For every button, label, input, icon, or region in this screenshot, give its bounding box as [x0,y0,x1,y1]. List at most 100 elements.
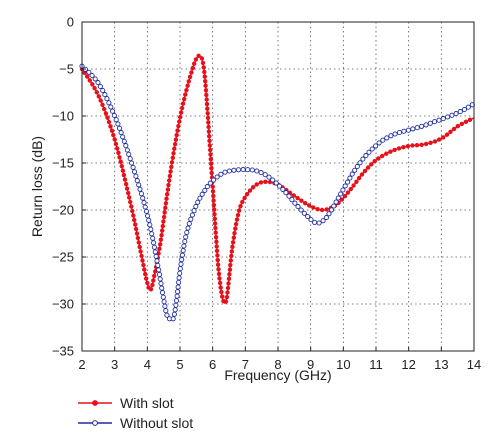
series-marker-with-slot [414,143,420,148]
series-marker-without-slot [124,147,130,153]
series-marker-without-slot [405,127,411,133]
legend: With slot Without slot [78,395,193,431]
x-tick-label: 6 [209,357,216,372]
series-marker-without-slot [100,87,106,94]
series-marker-with-slot [190,65,196,71]
series-marker-with-slot [141,262,146,268]
series-marker-without-slot [175,289,181,295]
series-marker-with-slot [184,87,189,93]
series-marker-without-slot [401,128,407,134]
series-marker-with-slot [214,239,219,245]
series-marker-without-slot [155,262,161,268]
series-marker-with-slot [129,204,134,209]
series-marker-with-slot [205,115,211,121]
series-marker-with-slot [193,57,199,62]
series-marker-with-slot [376,156,381,161]
series-marker-with-slot [263,179,268,185]
series-marker-with-slot [204,92,209,98]
series-marker-with-slot [152,273,157,279]
series-marker-without-slot [380,137,386,143]
series-marker-with-slot [168,169,173,174]
series-marker-with-slot [96,94,102,99]
series-marker-without-slot [174,293,180,299]
series-marker-without-slot [276,183,283,189]
y-tick-label: 0 [67,15,74,30]
series-marker-with-slot [459,121,464,127]
series-marker-without-slot [245,167,251,173]
x-axis-label: Frequency (GHz) [224,367,331,383]
series-marker-with-slot [214,244,219,249]
series-marker-with-slot [247,188,253,193]
series-marker-with-slot [211,193,216,199]
series-marker-with-slot [172,142,178,147]
series-marker-with-slot [299,198,304,203]
series-marker-with-slot [180,101,186,106]
series-marker-without-slot [249,167,255,173]
series-marker-with-slot [106,119,112,125]
series-marker-without-slot [145,213,151,219]
series-marker-with-slot [133,222,138,227]
series-marker-without-slot [320,218,326,224]
series-marker-with-slot [388,149,393,154]
series-marker-with-slot [231,235,237,240]
series-marker-with-slot [140,258,145,263]
series-marker-with-slot [206,120,211,125]
series-marker-without-slot [102,92,108,98]
series-marker-without-slot [349,171,355,177]
series-marker-with-slot [128,199,133,205]
series-marker-without-slot [130,164,136,170]
legend-item-without-slot: Without slot [78,415,193,431]
series-marker-without-slot [199,191,205,197]
series-marker-with-slot [233,226,238,231]
grid-lines [82,22,474,351]
series-marker-with-slot [217,276,222,281]
series-marker-with-slot [178,110,184,115]
series-marker-with-slot [109,128,115,133]
series-marker-without-slot [129,160,135,166]
series-marker-without-slot [354,163,360,170]
y-tick-label: −20 [52,203,74,218]
series-marker-with-slot [225,285,231,291]
series-marker-without-slot [289,197,295,203]
series-marker-with-slot [250,185,256,190]
series-marker-with-slot [362,168,368,174]
series-marker-without-slot [183,234,189,240]
series-marker-with-slot [207,143,213,148]
series-marker-without-slot [295,204,301,210]
series-marker-without-slot [211,177,217,183]
series-marker-with-slot [138,249,143,254]
series-marker-without-slot [191,208,197,214]
series-marker-with-slot [216,271,222,277]
series-marker-with-slot [220,294,225,299]
series-marker-with-slot [206,129,212,134]
series-marker-with-slot [114,146,120,151]
series-marker-without-slot [373,143,379,149]
series-marker-with-slot [161,214,167,220]
series-marker-with-slot [419,142,424,148]
series-marker-without-slot [308,217,314,223]
series-marker-with-slot [137,244,142,250]
series-marker-without-slot [157,276,163,282]
series-marker-without-slot [121,138,127,144]
series-without-slot [79,63,475,322]
series-marker-with-slot [204,97,209,102]
series-marker-with-slot [144,276,149,281]
series-marker-with-slot [203,78,208,84]
series-marker-without-slot [178,261,184,267]
series-marker-without-slot [180,248,186,254]
series-marker-without-slot [218,171,224,177]
series-marker-without-slot [131,169,138,175]
series-marker-with-slot [444,132,450,137]
series-marker-without-slot [189,212,195,218]
series-marker-with-slot [165,192,170,197]
series-marker-with-slot [432,139,438,144]
series-marker-with-slot [203,88,209,93]
y-axis-label: Return loss (dB) [29,136,45,237]
series-marker-with-slot [455,123,460,129]
series-marker-without-slot [298,207,304,213]
series-marker-without-slot [202,187,208,193]
series-marker-without-slot [423,122,429,128]
series-marker-with-slot [240,199,245,205]
series-marker-with-slot [392,147,397,153]
